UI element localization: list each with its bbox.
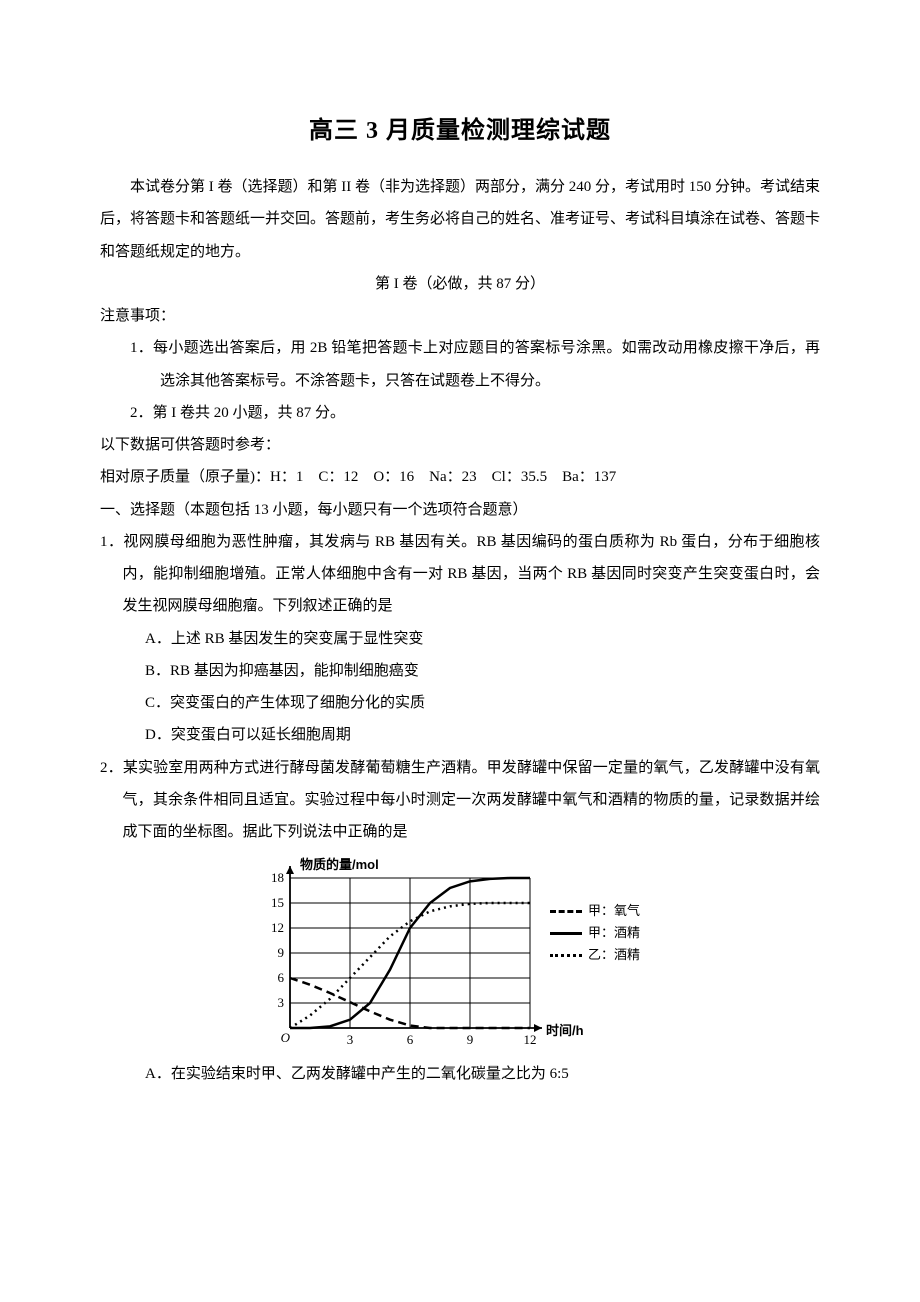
ytick-label: 9 — [260, 945, 284, 961]
intro-paragraph: 本试卷分第 I 卷（选择题）和第 II 卷（非为选择题）两部分，满分 240 分… — [100, 171, 820, 268]
legend-item: 甲：氧气 — [550, 900, 640, 919]
section1-header: 第 I 卷（必做，共 87 分） — [100, 268, 820, 300]
ytick-label: 3 — [260, 995, 284, 1011]
x-axis-label: 时间/h — [546, 1020, 584, 1039]
notes-header: 注意事项： — [100, 300, 820, 332]
legend-item: 甲：酒精 — [550, 922, 640, 941]
chart-container: 3 6 9 12 15 18 O 3 6 9 12 物质的量/mol 时间/h 甲：氧气甲：酒精乙：酒精 — [100, 854, 820, 1054]
ytick-label: 18 — [260, 870, 284, 886]
origin-label: O — [276, 1030, 290, 1046]
note-item-1: 1．每小题选出答案后，用 2B 铅笔把答题卡上对应题目的答案标号涂黑。如需改动用… — [100, 332, 820, 397]
reference-header: 以下数据可供答题时参考： — [100, 429, 820, 461]
xtick-label: 12 — [520, 1032, 540, 1048]
ytick-label: 6 — [260, 970, 284, 986]
question-1-stem: 1．视网膜母细胞为恶性肿瘤，其发病与 RB 基因有关。RB 基因编码的蛋白质称为… — [100, 526, 820, 623]
legend-item: 乙：酒精 — [550, 944, 640, 963]
question-1-option-b: B．RB 基因为抑癌基因，能抑制细胞癌变 — [100, 655, 820, 687]
ytick-label: 15 — [260, 895, 284, 911]
question-1-option-a: A．上述 RB 基因发生的突变属于显性突变 — [100, 623, 820, 655]
xtick-label: 6 — [400, 1032, 420, 1048]
note-item-2: 2．第 I 卷共 20 小题，共 87 分。 — [100, 397, 820, 429]
part1-header: 一、选择题（本题包括 13 小题，每小题只有一个选项符合题意） — [100, 494, 820, 526]
question-2-stem: 2．某实验室用两种方式进行酵母菌发酵葡萄糖生产酒精。甲发酵罐中保留一定量的氧气，… — [100, 752, 820, 849]
xtick-label: 9 — [460, 1032, 480, 1048]
question-1-option-c: C．突变蛋白的产生体现了细胞分化的实质 — [100, 687, 820, 719]
ytick-label: 12 — [260, 920, 284, 936]
xtick-label: 3 — [340, 1032, 360, 1048]
page-title: 高三 3 月质量检测理综试题 — [100, 110, 820, 145]
atomic-mass-line: 相对原子质量（原子量)：H：1 C：12 O：16 Na：23 Cl：35.5 … — [100, 461, 820, 493]
y-axis-label: 物质的量/mol — [300, 854, 379, 873]
question-1-option-d: D．突变蛋白可以延长细胞周期 — [100, 719, 820, 751]
exam-page: 高三 3 月质量检测理综试题 本试卷分第 I 卷（选择题）和第 II 卷（非为选… — [0, 0, 920, 1302]
line-chart: 3 6 9 12 15 18 O 3 6 9 12 物质的量/mol 时间/h 甲：氧气甲：酒精乙：酒精 — [260, 854, 660, 1054]
question-2-option-a: A．在实验结束时甲、乙两发酵罐中产生的二氧化碳量之比为 6:5 — [100, 1058, 820, 1090]
